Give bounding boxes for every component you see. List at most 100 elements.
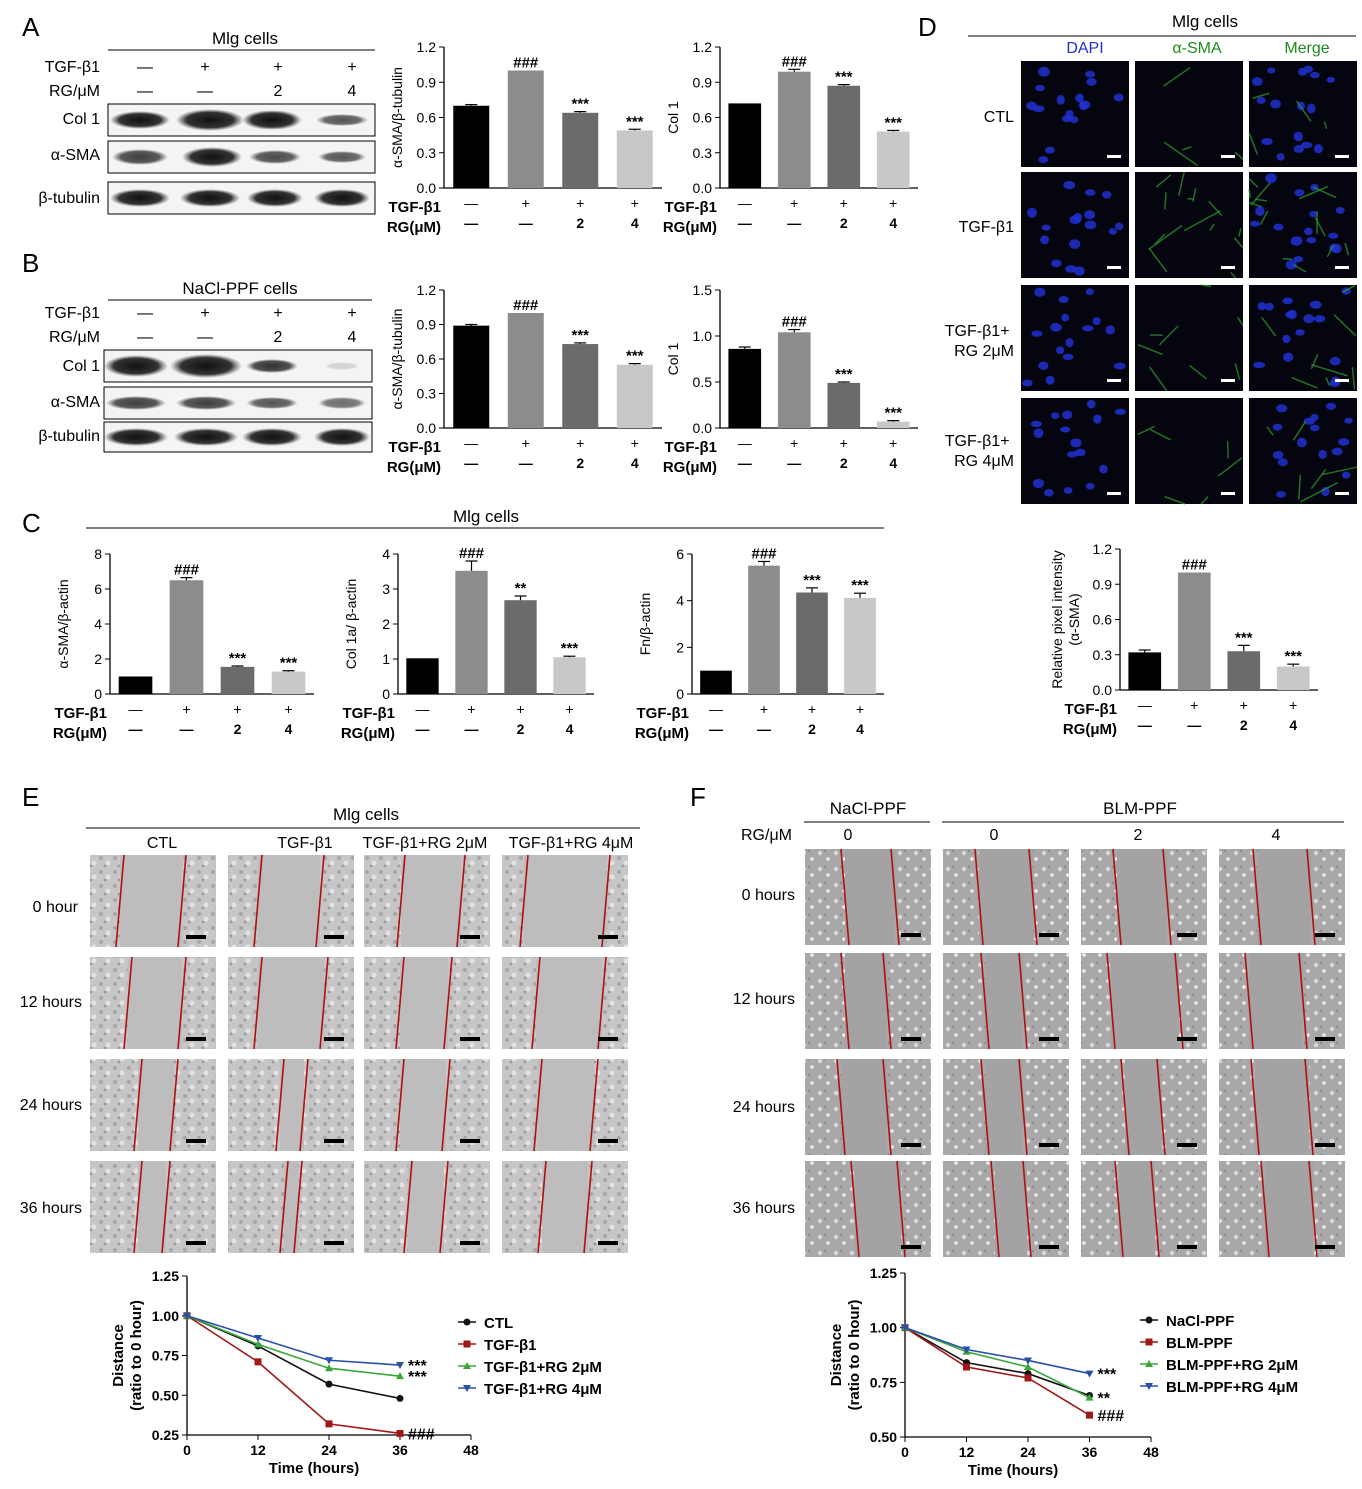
bar <box>504 600 537 694</box>
scratch-line <box>133 1160 143 1254</box>
bar <box>777 71 811 188</box>
x-cond-tgf: — <box>464 195 478 211</box>
scratch-line <box>537 1160 547 1254</box>
series-line <box>186 1315 401 1435</box>
series-line <box>904 1326 1090 1399</box>
scratch-line <box>396 854 406 948</box>
panel-letter-b: B <box>22 248 39 278</box>
line-chart-f1: 0.50 0.75 1.00 1.25 0 12 24 36 48 Time (hours) Dis… <box>828 1265 1298 1479</box>
scale-bar <box>1177 1143 1197 1147</box>
scale-bar <box>598 1241 618 1245</box>
data-point <box>901 1324 909 1332</box>
bar <box>562 344 599 428</box>
x-row-label-rg: RG(μM) <box>1063 721 1117 738</box>
panel-f-row-label: 12 hours <box>733 991 795 1008</box>
series-line <box>186 1315 401 1377</box>
y-tick-label: 1.2 <box>417 39 437 55</box>
x-cond-tgf: — <box>1138 697 1152 713</box>
panel-a-cond: 4 <box>348 83 357 100</box>
y-tick-label: 0.0 <box>1093 682 1113 698</box>
scale-bar <box>1221 266 1235 269</box>
scratch-line <box>990 1160 1000 1258</box>
x-tick-label: 12 <box>959 1444 975 1460</box>
x-cond-tgf: + <box>284 701 292 717</box>
wound-image <box>1081 848 1207 946</box>
panel-f-row-label: 24 hours <box>733 1099 795 1116</box>
scratch-line <box>896 1160 906 1258</box>
y-tick-label: 0.3 <box>417 145 437 161</box>
y-tick-label: 0.3 <box>417 386 437 402</box>
panel-b-cond: 2 <box>274 329 283 346</box>
panel-b-cond: + <box>273 305 282 322</box>
wound-image <box>805 1058 931 1156</box>
scale-bar <box>1107 379 1121 382</box>
wound-image <box>1219 848 1345 946</box>
scratch-line <box>1250 1058 1260 1156</box>
blot-label-asma: α-SMA <box>51 394 101 411</box>
bar <box>796 592 828 694</box>
x-cond-rg: — <box>464 455 478 471</box>
x-tick-label: 24 <box>1020 1444 1036 1460</box>
significance-marker: ### <box>513 55 539 72</box>
scale-bar <box>186 1037 206 1041</box>
x-cond-rg: 2 <box>576 215 584 231</box>
wound-image <box>228 1160 354 1254</box>
y-tick-label: 0.6 <box>417 351 437 367</box>
scale-bar <box>1315 1037 1335 1041</box>
y-tick-label: 4 <box>676 593 684 609</box>
scratch-line <box>395 956 405 1050</box>
scratch-line <box>439 1160 449 1254</box>
scale-bar <box>1177 933 1197 937</box>
scale-bar <box>1107 492 1121 495</box>
x-cond-tgf: + <box>522 195 530 211</box>
x-cond-tgf: + <box>565 701 573 717</box>
significance-marker: *** <box>561 640 579 657</box>
panel-f-group2: BLM-PPF <box>1103 799 1177 818</box>
x-row-label-tgf: TGF-β1 <box>343 705 396 722</box>
scale-bar <box>901 1143 921 1147</box>
significance-marker: ### <box>513 297 539 314</box>
x-cond-tgf: + <box>233 701 241 717</box>
x-row-label-tgf: TGF-β1 <box>1065 701 1118 718</box>
series-line <box>904 1326 1090 1397</box>
x-cond-rg: 4 <box>1289 717 1297 733</box>
panel-e-title: Mlg cells <box>333 805 399 824</box>
panel-a-tgf-label: TGF-β1 <box>45 59 101 76</box>
wound-image <box>90 1160 216 1254</box>
blot-label-asma: α-SMA <box>51 147 101 164</box>
panel-b-cond: + <box>200 305 209 322</box>
scale-bar <box>598 1139 618 1143</box>
panel-b-rg-label: RG/μM <box>49 329 100 346</box>
bar <box>406 658 439 694</box>
scratch-line <box>441 1058 451 1152</box>
scale-bar <box>460 935 480 939</box>
x-cond-tgf: + <box>182 701 190 717</box>
y-axis-label: Col 1 <box>665 342 681 375</box>
y-tick-label: 0.75 <box>152 1348 179 1364</box>
scratch-line <box>299 1058 309 1152</box>
panel-d-row-label: CTL <box>984 109 1014 126</box>
data-point <box>1024 1357 1032 1365</box>
bar-chart-c3: 0 2 4 6 Fn/β-actin — — ### + — *** +2 *** +4 TGF-β1 RG(… <box>635 545 884 742</box>
scratch-line <box>123 956 133 1050</box>
panel-a-cond: — <box>197 83 213 100</box>
y-tick-label: 2 <box>94 651 102 667</box>
data-point <box>325 1357 333 1365</box>
x-cond-tgf: + <box>840 195 848 211</box>
x-cond-tgf: + <box>631 195 639 211</box>
micrograph-tile <box>1021 61 1129 167</box>
data-point <box>254 1358 262 1366</box>
y-tick-label: 0.9 <box>693 74 713 90</box>
scale-bar <box>1107 266 1121 269</box>
wound-image <box>90 854 216 948</box>
blot-label-col1: Col 1 <box>63 358 100 375</box>
scale-bar <box>1335 379 1349 382</box>
scratch-line <box>980 1058 990 1156</box>
y-tick-label: 2 <box>382 616 390 632</box>
y-axis-label: Fn/β-actin <box>637 593 653 656</box>
x-row-label-tgf: TGF-β1 <box>389 199 442 216</box>
wound-image <box>228 956 354 1050</box>
series-line <box>904 1326 1090 1375</box>
scale-bar <box>1315 1143 1335 1147</box>
wound-image <box>943 952 1069 1050</box>
